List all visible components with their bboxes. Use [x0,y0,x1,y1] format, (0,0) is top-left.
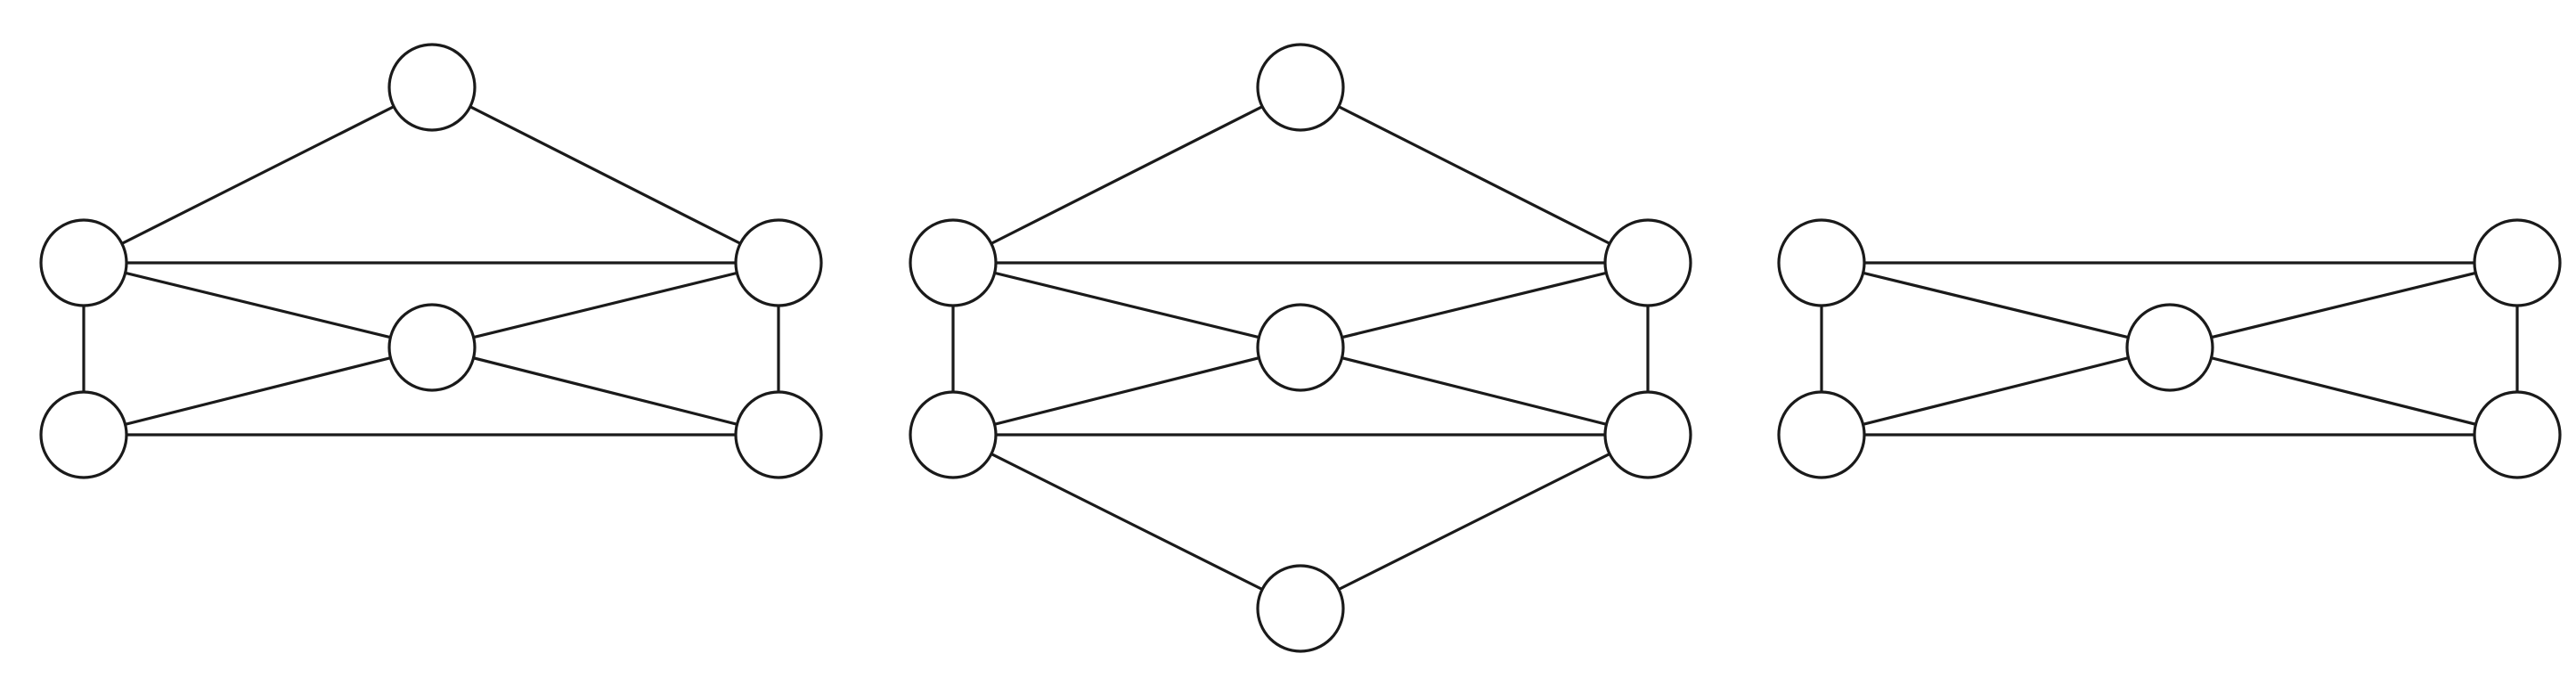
edge-upper-right-center [2169,261,2518,349]
edge-center-lower-left [83,346,433,437]
edge-lower-right-bottom [1300,433,1649,610]
node-lower-left [909,390,998,479]
edge-upper-right-center [431,261,779,349]
edge-upper-left-center [1821,261,2171,349]
node-top [387,43,477,132]
node-lower-right [734,390,823,479]
edge-upper-left-center [83,261,433,349]
node-upper-left [909,218,998,307]
graph-2 [909,43,1692,653]
edge-center-lower-right [1300,346,1649,437]
node-upper-right [2473,218,2562,307]
graphs-layer [39,43,2562,653]
edge-top-upper-right [431,86,779,265]
node-lower-right [2473,390,2562,479]
edge-center-lower-left [1821,346,2171,437]
node-upper-right [734,218,823,307]
node-lower-right [1603,390,1692,479]
node-bottom [1256,564,1345,653]
edge-center-lower-left [952,346,1301,437]
edge-center-lower-right [431,346,779,437]
edge-top-upper-left [952,86,1301,265]
edge-top-upper-right [1300,86,1649,265]
node-lower-left [1777,390,1866,479]
node-upper-left [39,218,128,307]
node-upper-right [1603,218,1692,307]
node-top [1256,43,1345,132]
node-center [387,303,477,392]
node-center [2125,303,2214,392]
edge-top-upper-left [83,86,433,265]
graph-3 [1777,218,2562,479]
edge-upper-left-center [952,261,1301,349]
graph-1 [39,43,823,479]
edge-lower-left-bottom [952,433,1301,610]
node-lower-left [39,390,128,479]
node-center [1256,303,1345,392]
node-upper-left [1777,218,1866,307]
edge-center-lower-right [2169,346,2518,437]
edge-upper-right-center [1300,261,1649,349]
